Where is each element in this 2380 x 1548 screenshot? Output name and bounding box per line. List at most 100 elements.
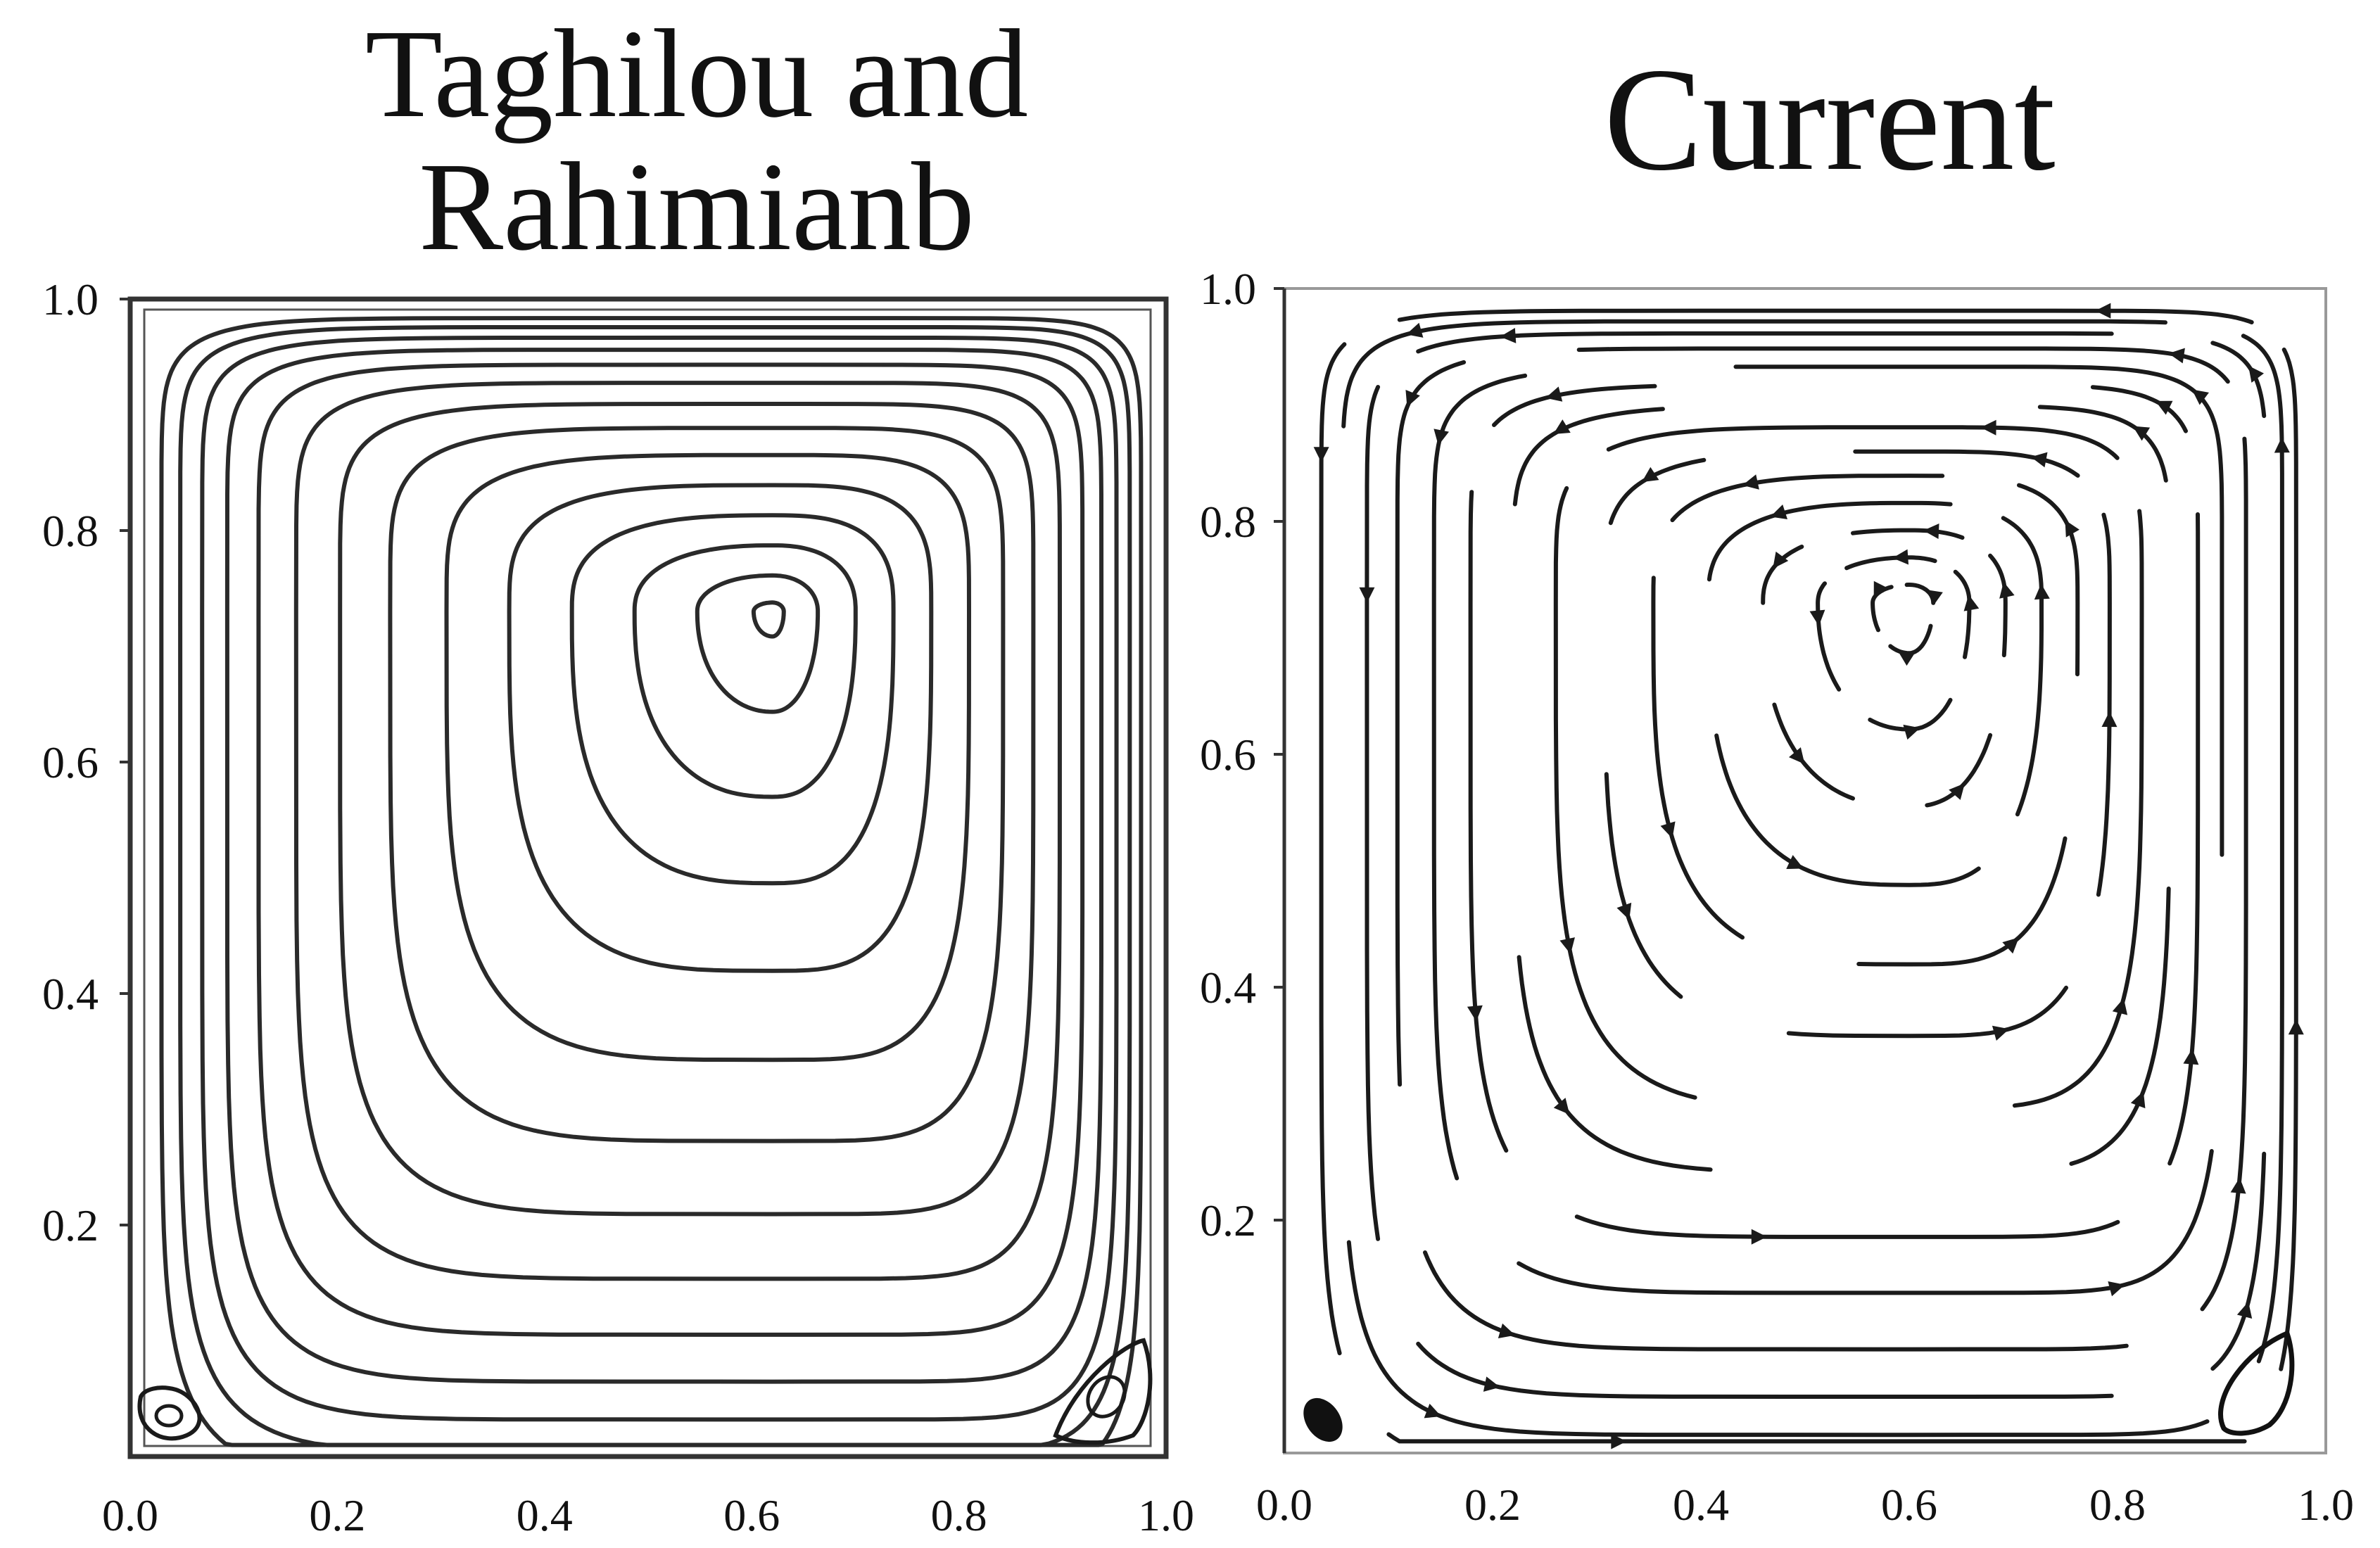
flow-direction-arrow xyxy=(1559,937,1575,954)
flow-direction-arrow xyxy=(1467,1005,1483,1022)
right-streamline-segment xyxy=(2001,516,2044,817)
right-streamline-segment xyxy=(1431,373,1528,1181)
left-y-tick-label: 0.6 xyxy=(42,737,99,787)
flow-direction-arrow xyxy=(1923,523,1939,539)
right-streamlines xyxy=(1313,303,2304,1449)
left-x-tick-label: 0.2 xyxy=(309,1490,365,1540)
left-x-axis-ticks: 0.0 0.2 0.4 0.6 0.8 1.0 xyxy=(102,1490,1194,1540)
left-y-tick-label: 0.8 xyxy=(42,506,99,556)
flow-direction-arrow xyxy=(2155,400,2173,415)
left-corner-vortices xyxy=(137,1338,1153,1445)
flow-direction-arrow xyxy=(2288,1019,2304,1035)
left-streamline xyxy=(200,335,1119,1422)
right-streamline-segment xyxy=(2017,483,2080,677)
flow-direction-arrow xyxy=(1483,1376,1500,1392)
flow-direction-arrow xyxy=(2236,1301,2253,1319)
right-streamline-segment xyxy=(1651,576,1745,940)
right-streamline-segment xyxy=(2012,509,2144,1108)
flow-direction-arrow xyxy=(2101,711,2118,728)
right-x-tick-label: 0.6 xyxy=(1881,1480,1937,1530)
left-streamline xyxy=(293,381,1063,1281)
flow-direction-arrow xyxy=(1405,390,1420,407)
flow-direction-arrow xyxy=(1892,549,1909,565)
flow-direction-arrow xyxy=(1963,595,1980,611)
left-streamline xyxy=(569,513,896,886)
right-y-tick-label: 0.8 xyxy=(1200,497,1256,547)
left-plot-frame xyxy=(127,296,1169,1459)
flow-direction-arrow xyxy=(1788,747,1805,764)
right-streamline-segment xyxy=(1844,555,1937,571)
flow-direction-arrow xyxy=(1992,1025,2010,1041)
left-streamline xyxy=(444,452,972,1062)
right-y-tick-label: 0.6 xyxy=(1200,730,1256,780)
flow-direction-arrow xyxy=(1498,1323,1516,1339)
flow-direction-arrow xyxy=(1770,505,1788,519)
right-streamline-segment xyxy=(1714,733,1981,887)
flow-direction-arrow xyxy=(1611,1433,1627,1449)
right-streamline-segment xyxy=(1772,702,1855,801)
flow-direction-arrow xyxy=(2034,583,2050,600)
flow-direction-arrow xyxy=(1742,474,1759,490)
left-streamline xyxy=(388,426,1006,1143)
right-streamline-segment xyxy=(1868,697,1953,732)
flow-direction-arrow xyxy=(2030,452,2048,468)
left-streamline xyxy=(695,573,821,714)
right-x-tick-label: 0.4 xyxy=(1673,1480,1729,1530)
left-streamline xyxy=(178,325,1132,1447)
flow-direction-arrow xyxy=(1773,551,1789,569)
right-x-tick-label: 0.2 xyxy=(1464,1480,1521,1530)
right-streamline-segment xyxy=(1953,569,1972,659)
right-streamline-segment xyxy=(2241,334,2284,1364)
right-streamline-segment xyxy=(1492,383,1657,427)
left-streamline xyxy=(256,362,1085,1337)
right-streamline-segment xyxy=(1733,364,2224,857)
flow-direction-arrow xyxy=(1500,327,1517,343)
left-y-tick-label: 0.2 xyxy=(42,1200,99,1250)
right-x-tick-label: 0.8 xyxy=(2089,1480,2146,1530)
left-bottom-left-vortex-core xyxy=(154,1404,184,1428)
left-streamline xyxy=(159,316,1144,1447)
flow-direction-arrow xyxy=(1899,651,1916,666)
right-streamline-segment xyxy=(1851,528,1965,540)
right-streamline-segment xyxy=(1608,457,1707,526)
flow-direction-arrow xyxy=(1553,1098,1570,1115)
right-streamline-segment xyxy=(2210,341,2267,419)
left-streamline xyxy=(224,348,1104,1384)
left-streamline xyxy=(632,543,858,799)
right-panel-title: Current xyxy=(1604,38,2056,201)
left-title-line1: Taghilou and xyxy=(365,4,1029,144)
right-streamline-segment xyxy=(1512,407,1665,507)
left-x-tick-label: 0.0 xyxy=(102,1490,158,1540)
right-corner-vortices xyxy=(1303,1330,2295,1442)
right-streamline-segment xyxy=(2037,405,2168,483)
flow-direction-arrow xyxy=(2130,1091,2146,1109)
flow-direction-arrow xyxy=(1313,447,1329,463)
flow-direction-arrow xyxy=(2002,937,2019,954)
right-streamline-segment xyxy=(1816,581,1842,692)
right-streamline-segment xyxy=(2069,886,2171,1166)
flow-direction-arrow xyxy=(2132,426,2151,441)
left-streamline xyxy=(507,483,934,973)
left-panel: 0.0 0.2 0.4 0.6 0.8 1.0 0.2 0.4 0.6 0.8 1.0 xyxy=(42,274,1194,1540)
flow-direction-arrow xyxy=(1751,1229,1767,1245)
flow-direction-arrow xyxy=(1545,386,1563,402)
flow-direction-arrow xyxy=(1660,821,1676,839)
flow-direction-arrow xyxy=(1949,783,1965,800)
left-title-line2: Rahimianb xyxy=(419,137,975,277)
right-panel: 0.0 0.2 0.4 0.6 0.8 1.0 0.2 0.4 0.6 0.8 1.0 xyxy=(1200,264,2354,1530)
right-streamline-segment xyxy=(1468,490,1509,1153)
left-x-tick-label: 1.0 xyxy=(1138,1490,1194,1540)
flow-direction-arrow xyxy=(1809,609,1825,626)
flow-direction-arrow xyxy=(2183,1048,2199,1065)
right-y-tick-label: 1.0 xyxy=(1200,264,1256,314)
flow-direction-arrow xyxy=(1424,1403,1442,1419)
left-x-tick-label: 0.4 xyxy=(517,1490,573,1540)
right-streamline-segment xyxy=(1707,500,1953,582)
flow-direction-arrow xyxy=(1406,322,1424,338)
right-streamline-segment xyxy=(2167,512,2201,1166)
right-y-tick-label: 0.2 xyxy=(1200,1195,1256,1245)
right-y-axis-ticks: 0.2 0.4 0.6 0.8 1.0 xyxy=(1200,264,1284,1245)
right-streamline-segment xyxy=(1574,1214,2120,1239)
left-bottom-right-vortex-core xyxy=(1086,1375,1127,1419)
flow-direction-arrow xyxy=(2065,520,2080,538)
